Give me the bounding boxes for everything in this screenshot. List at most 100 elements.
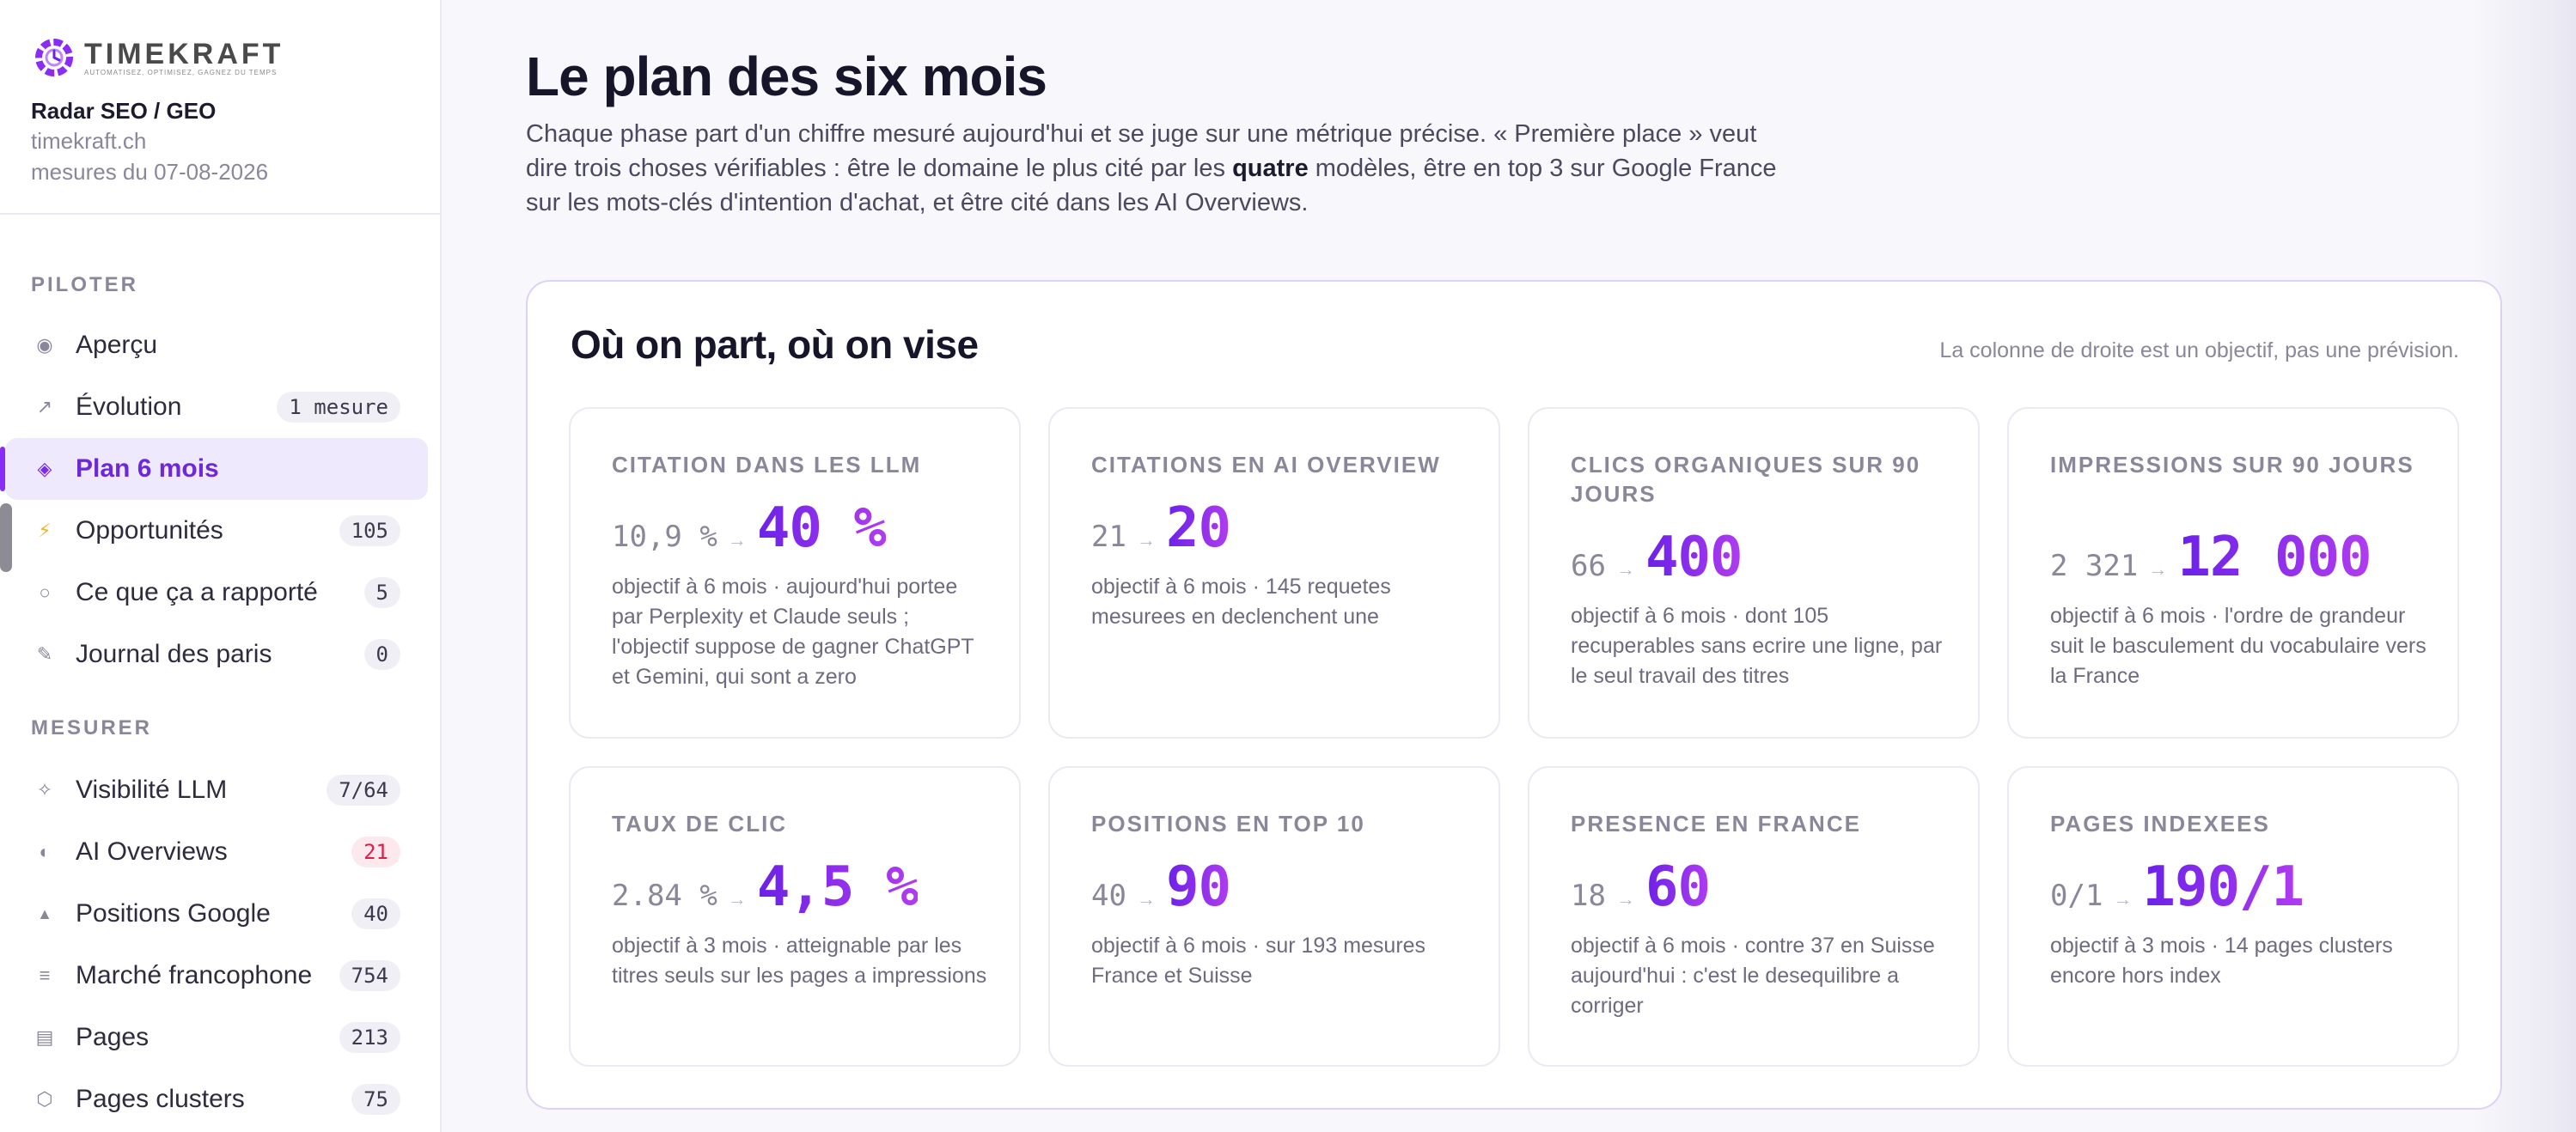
intro-text: Chaque phase part d'un chiffre mesuré au…: [526, 120, 1757, 182]
metric-card-ai-overview: CITATIONS EN AI OVERVIEW 21 → 20 objecti…: [1048, 407, 1500, 739]
arrow-right-icon: →: [1615, 888, 1635, 910]
arrow-right-icon: →: [727, 888, 747, 910]
metric-label: CLICS ORGANIQUES SUR 90 JOURS: [1571, 452, 1921, 507]
metric-card-indexed-pages: PAGES INDEXEES 0/1 → 190/1 objectif à 3 …: [2007, 766, 2459, 1067]
metric-label: IMPRESSIONS SUR 90 JOURS: [2050, 452, 2414, 478]
sidebar-item-visibilite-llm[interactable]: ✧ Visibilité LLM 7/64: [5, 759, 428, 821]
circle-outline-icon: ○: [39, 581, 51, 603]
metric-card-organic-clicks: CLICS ORGANIQUES SUR 90 JOURS 66 → 400 o…: [1528, 407, 1980, 739]
count-badge: 40: [351, 898, 400, 929]
target-value: 90: [1165, 855, 1231, 919]
panel-title: Où on part, où on vise: [571, 322, 979, 367]
sidebar-item-plan-6-mois[interactable]: ◈ Plan 6 mois: [5, 438, 428, 500]
metric-description: objectif à 6 mois · l'ordre de grandeur …: [2050, 604, 2426, 688]
metric-card-ctr: TAUX DE CLIC 2.84 % → 4,5 % objectif à 3…: [569, 766, 1021, 1067]
count-badge: 213: [339, 1022, 400, 1053]
metric-values: 2 321 → 12 000: [2050, 526, 2372, 589]
sidebar-item-evolution[interactable]: ↗ Évolution 1 mesure: [5, 376, 428, 438]
metric-label: POSITIONS EN TOP 10: [1091, 811, 1365, 837]
metric-description: objectif à 6 mois · aujourd'hui portee p…: [612, 575, 974, 689]
metric-values: 2.84 % → 4,5 %: [612, 855, 919, 919]
trend-arrow-icon: ↗: [36, 396, 53, 417]
lines-icon: ≡: [39, 965, 51, 986]
metric-description: objectif à 3 mois · atteignable par les …: [612, 934, 987, 988]
site-domain: timekraft.ch: [31, 128, 147, 154]
sidebar-item-label: Ce que ça a rapporté: [76, 578, 318, 606]
count-badge: 105: [339, 515, 400, 546]
brand-tagline: AUTOMATISEZ, OPTIMISEZ, GAGNEZ DU TEMPS: [84, 69, 278, 76]
nav-section-piloter: PILOTER: [31, 273, 139, 296]
metric-values: 18 → 60: [1571, 855, 1711, 919]
target-value: 40 %: [756, 496, 887, 560]
current-value: 40: [1091, 879, 1126, 913]
target-value: 190/1: [2142, 855, 2304, 919]
current-value: 18: [1571, 879, 1606, 913]
panel-note: La colonne de droite est un objectif, pa…: [1939, 338, 2459, 362]
sidebar-item-label: Visibilité LLM: [76, 776, 228, 804]
sidebar-item-journal-des-paris[interactable]: ✎ Journal des paris 0: [5, 624, 428, 685]
count-badge: 5: [363, 577, 400, 608]
site-title: Radar SEO / GEO: [31, 98, 217, 124]
targets-panel: Où on part, où on vise La colonne de dro…: [526, 280, 2502, 1110]
page-icon: ▤: [35, 1026, 54, 1048]
sidebar-item-opportunites[interactable]: ⚡ Opportunités 105: [5, 500, 428, 562]
metric-values: 21 → 20: [1091, 496, 1231, 560]
metric-values: 66 → 400: [1571, 526, 1743, 589]
sidebar-item-label: Aperçu: [76, 331, 158, 359]
count-badge: 0: [363, 639, 400, 670]
target-value: 12 000: [2177, 526, 2372, 589]
count-badge: 754: [339, 960, 400, 991]
target-value: 60: [1645, 855, 1711, 919]
sidebar-item-marche-francophone[interactable]: ≡ Marché francophone 754: [5, 945, 428, 1007]
nav-section-mesurer: MESURER: [31, 716, 153, 739]
metric-values: 0/1 → 190/1: [2050, 855, 2304, 919]
brand-name: TIMEKRAFT: [84, 38, 284, 70]
current-value: 2.84 %: [612, 879, 717, 913]
lightning-icon: ⚡: [38, 520, 52, 541]
radio-dot-icon: ◉: [36, 334, 53, 356]
sidebar-item-apercu[interactable]: ◉ Aperçu: [5, 314, 428, 376]
active-indicator: [0, 447, 5, 491]
arrow-right-icon: →: [1136, 888, 1156, 910]
arrow-right-icon: →: [727, 529, 747, 551]
sidebar-item-label: Marché francophone: [76, 961, 313, 989]
metric-label: PAGES INDEXEES: [2050, 811, 2270, 837]
sidebar-item-label: Opportunités: [76, 516, 223, 545]
sidebar-item-ai-overviews[interactable]: ◐ AI Overviews 21: [5, 821, 428, 883]
half-circle-icon: ◐: [39, 841, 51, 862]
metric-card-top10: POSITIONS EN TOP 10 40 → 90 objectif à 6…: [1048, 766, 1500, 1067]
metric-values: 10,9 % → 40 %: [612, 496, 887, 560]
sidebar-item-label: Journal des paris: [76, 640, 272, 668]
sidebar-scrollbar[interactable]: [0, 503, 12, 572]
sidebar-item-ce-que-ca-a-rapporte[interactable]: ○ Ce que ça a rapporté 5: [5, 562, 428, 624]
hexagon-icon: ⬡: [36, 1088, 53, 1110]
sidebar-item-label: Pages clusters: [76, 1085, 245, 1113]
intro-text: modèles, être en top 3 sur Google France…: [526, 155, 1777, 216]
page-intro: Chaque phase part d'un chiffre mesuré au…: [526, 117, 1798, 220]
alert-count-badge: 21: [351, 837, 400, 867]
target-value: 4,5 %: [756, 855, 919, 919]
metric-label: CITATIONS EN AI OVERVIEW: [1091, 452, 1441, 478]
sidebar-item-label: Positions Google: [76, 899, 271, 928]
target-value: 20: [1165, 496, 1231, 560]
sidebar: TIMEKRAFT AUTOMATISEZ, OPTIMISEZ, GAGNEZ…: [0, 0, 442, 1132]
metric-label: TAUX DE CLIC: [612, 811, 788, 837]
sidebar-divider: [0, 213, 440, 215]
count-badge: 1 mesure: [277, 392, 400, 423]
current-value: 0/1: [2050, 879, 2103, 913]
page-title: Le plan des six mois: [526, 46, 1047, 107]
sidebar-item-pages[interactable]: ▤ Pages 213: [5, 1007, 428, 1068]
diamond-icon: ◈: [37, 458, 52, 479]
metric-description: objectif à 3 mois · 14 pages clusters en…: [2050, 934, 2393, 988]
current-value: 21: [1091, 520, 1126, 554]
current-value: 2 321: [2050, 549, 2139, 583]
sidebar-item-positions-google[interactable]: ▲ Positions Google 40: [5, 883, 428, 945]
sidebar-item-pages-clusters[interactable]: ⬡ Pages clusters 75: [5, 1068, 428, 1130]
brand-logo[interactable]: TIMEKRAFT AUTOMATISEZ, OPTIMISEZ, GAGNEZ…: [31, 33, 392, 82]
site-meta: Radar SEO / GEO timekraft.ch mesures du …: [31, 96, 268, 187]
sidebar-item-label: Évolution: [76, 393, 182, 421]
count-badge: 75: [351, 1084, 400, 1115]
measure-date: mesures du 07-08-2026: [31, 159, 269, 185]
gear-logo-icon: [35, 39, 73, 76]
arrow-right-icon: →: [1615, 558, 1635, 580]
